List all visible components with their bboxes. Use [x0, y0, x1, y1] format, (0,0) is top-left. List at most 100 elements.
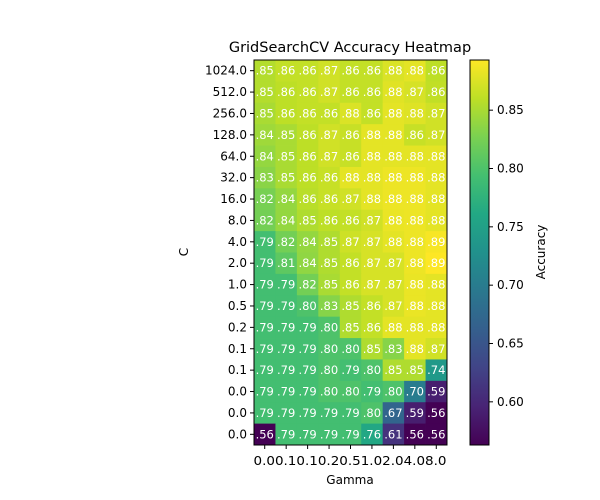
heatmap-cell [275, 209, 298, 232]
heatmap-cell-label: .81 [277, 256, 295, 270]
heatmap-cell-label: .86 [320, 171, 338, 185]
heatmap-cell [404, 166, 426, 189]
y-tick-label: 8.0 [228, 213, 247, 227]
heatmap-cell-label: .79 [298, 406, 316, 420]
heatmap-cell [382, 145, 405, 168]
heatmap-cell [318, 188, 341, 211]
heatmap-cell [404, 295, 426, 318]
y-tick-label: 0.1 [228, 342, 247, 356]
heatmap-cell-label: .88 [384, 64, 402, 78]
heatmap-cell-label: .80 [363, 363, 381, 377]
heatmap-cell [404, 316, 426, 339]
heatmap-cell-label: .86 [298, 128, 316, 142]
heatmap-cell-label: .80 [320, 363, 338, 377]
heatmap-cell-label: .87 [363, 278, 381, 292]
heatmap-cell [339, 252, 362, 275]
y-tick-label: 64.0 [220, 149, 247, 163]
heatmap-cell [339, 102, 362, 125]
heatmap-cell-label: .87 [427, 106, 445, 120]
heatmap-cell-label: .88 [406, 192, 424, 206]
heatmap-cell-label: .56 [406, 427, 424, 441]
heatmap-cell-label: .79 [277, 406, 295, 420]
y-tick-label: 256.0 [213, 106, 247, 120]
heatmap-cell-label: .79 [277, 363, 295, 377]
heatmap-cell-label: .88 [406, 278, 424, 292]
heatmap-cell [382, 60, 405, 82]
heatmap-cell [339, 231, 362, 253]
heatmap-cell-label: .87 [363, 213, 381, 227]
heatmap-cell-label: .89 [427, 235, 445, 249]
heatmap-cell [361, 231, 384, 253]
heatmap-cell [425, 252, 448, 275]
heatmap-cell [382, 231, 405, 253]
heatmap-cell [275, 380, 298, 403]
heatmap-cell [361, 252, 384, 275]
y-tick-label: 4.0 [228, 235, 247, 249]
y-tick-label: 1.0 [228, 278, 247, 292]
heatmap-cell [275, 252, 298, 275]
heatmap-cell-label: .88 [363, 171, 381, 185]
heatmap-cell-label: .87 [427, 342, 445, 356]
y-tick-label: 0.0 [228, 406, 247, 420]
heatmap-cell-label: .85 [320, 256, 338, 270]
heatmap-cell-label: .79 [298, 385, 316, 399]
heatmap-cell-label: .86 [341, 278, 359, 292]
heatmap-cell [275, 81, 298, 104]
heatmap-cell-label: .79 [256, 278, 274, 292]
heatmap-cell [425, 380, 448, 403]
heatmap-cell-label: .87 [384, 278, 402, 292]
colorbar-label: Accuracy [534, 225, 548, 280]
heatmap-cell [361, 188, 384, 211]
heatmap-cell-label: .85 [320, 235, 338, 249]
heatmap-cell-label: .86 [298, 64, 316, 78]
heatmap-cell-label: .88 [427, 299, 445, 313]
heatmap-cell [339, 338, 362, 360]
heatmap-cell-label: .82 [256, 213, 274, 227]
x-axis-ticks [264, 445, 437, 449]
heatmap-cell-label: .85 [363, 342, 381, 356]
colorbar-tick-label: 0.80 [497, 162, 524, 176]
heatmap-cell-label: .86 [341, 213, 359, 227]
heatmap-cell-label: .84 [277, 213, 295, 227]
heatmap-cell [361, 145, 384, 168]
heatmap-cell-label: .79 [341, 406, 359, 420]
heatmap-cell-label: .85 [277, 171, 295, 185]
heatmap-cell [275, 338, 298, 360]
heatmap-cell [404, 231, 426, 253]
heatmap-cell-label: .88 [406, 299, 424, 313]
heatmap-cell-label: .67 [384, 406, 402, 420]
heatmap-cell [275, 423, 298, 446]
heatmap-cell [382, 316, 405, 339]
heatmap-cell-label: .86 [341, 256, 359, 270]
heatmap-cell-label: .86 [298, 171, 316, 185]
heatmap-cell-label: .87 [384, 256, 402, 270]
heatmap-cell [425, 209, 448, 232]
heatmap-cell [296, 380, 319, 403]
heatmap-cell [254, 402, 276, 425]
heatmap-cell [404, 145, 426, 168]
heatmap-cell [254, 338, 276, 360]
heatmap-cell-label: .86 [320, 213, 338, 227]
heatmap-cell-label: .88 [406, 64, 424, 78]
heatmap-cell-label: .86 [363, 64, 381, 78]
heatmap-cell-label: .79 [277, 342, 295, 356]
heatmap-cell [361, 209, 384, 232]
heatmap-cell-label: .79 [277, 278, 295, 292]
heatmap-cell [275, 188, 298, 211]
heatmap-cell-label: .80 [341, 385, 359, 399]
heatmap-cell [404, 273, 426, 296]
heatmap-cell [404, 188, 426, 211]
heatmap-cell-label: .88 [427, 213, 445, 227]
heatmap-cell-label: .84 [256, 149, 274, 163]
y-tick-label: 0.0 [228, 427, 247, 441]
x-tick-labels: 0.00.10.10.20.51.02.04.08.0 [254, 454, 447, 468]
heatmap-cell [275, 402, 298, 425]
heatmap-cell-label: .87 [427, 128, 445, 142]
heatmap-cell-label: .85 [298, 213, 316, 227]
heatmap-cell [404, 124, 426, 146]
heatmap-cell-label: .85 [277, 128, 295, 142]
heatmap-cell [254, 81, 276, 104]
y-axis-ticks: 1024.0 512.0 256.0 128.0 64.0 32.0 16.0 8.0 4.0 2… [205, 64, 254, 441]
heatmap-cell [296, 209, 319, 232]
heatmap-cell [425, 273, 448, 296]
